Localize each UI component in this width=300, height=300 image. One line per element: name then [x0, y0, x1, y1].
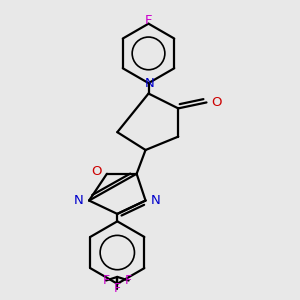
- Text: N: N: [145, 77, 155, 90]
- Text: F: F: [125, 274, 132, 287]
- Text: F: F: [114, 282, 121, 295]
- Text: N: N: [151, 194, 160, 207]
- Text: F: F: [102, 274, 110, 287]
- Text: O: O: [211, 96, 222, 109]
- Text: N: N: [74, 194, 84, 207]
- Text: F: F: [145, 14, 152, 27]
- Text: O: O: [92, 165, 102, 178]
